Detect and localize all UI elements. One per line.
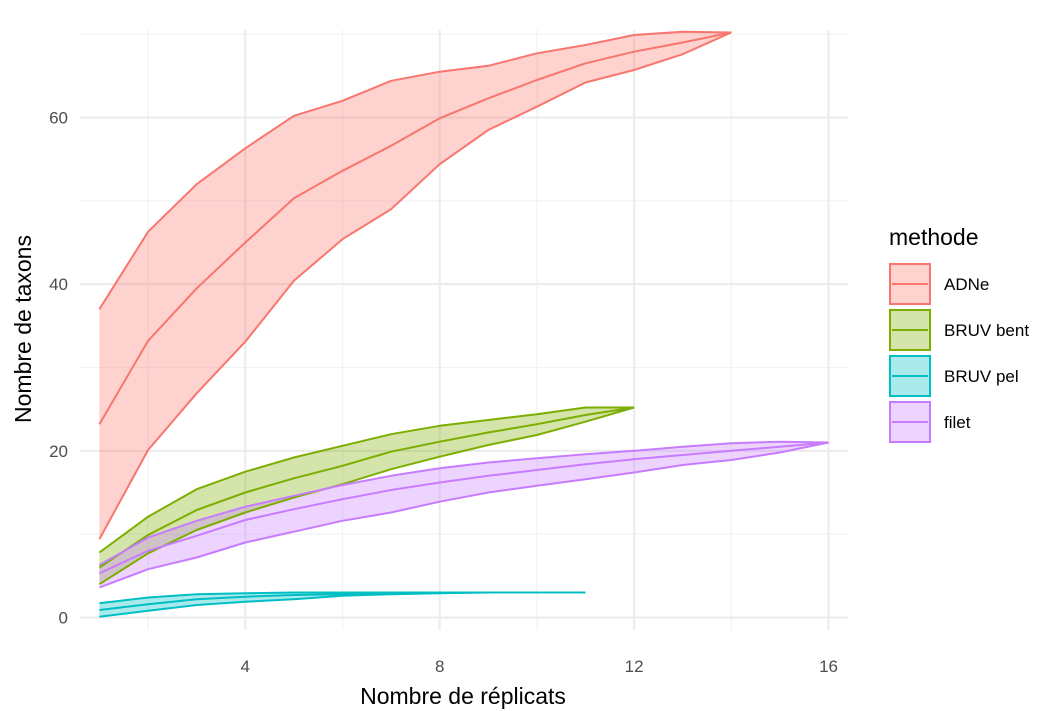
x-axis-title: Nombre de réplicats (360, 683, 566, 709)
x-tick-label: 4 (241, 657, 250, 676)
line-filet-lower (99, 441, 829, 589)
x-tick-labels: 4 8 12 16 (241, 657, 838, 676)
ribbons-layer (99, 31, 829, 617)
line-filet-upper (98, 440, 829, 566)
x-tick-label: 8 (435, 657, 444, 676)
y-tick-labels: 0 20 40 60 (49, 109, 68, 628)
legend-title: methode (889, 224, 979, 250)
line-bruv-bent-lower (98, 406, 635, 586)
y-tick-label: 20 (49, 442, 68, 461)
legend-item-filet: filet (889, 401, 971, 443)
legend-item-bruv-bent: BRUV bent (889, 309, 1029, 351)
y-tick-label: 0 (59, 609, 68, 628)
legend-label: BRUV pel (944, 367, 1019, 386)
ribbon-bruv-bent (99, 407, 635, 585)
legend-items: ADNe BRUV bent BRUV pel filet (889, 263, 1029, 443)
legend-label: ADNe (944, 275, 989, 294)
legend: methode ADNe BRUV bent BRUV pel filet (889, 224, 1029, 443)
y-tick-label: 60 (49, 109, 68, 128)
minor-gridlines (80, 30, 848, 630)
line-adne-upper (98, 30, 732, 310)
y-tick-label: 40 (49, 275, 68, 294)
legend-item-adne: ADNe (889, 263, 989, 305)
line-filet-mean (98, 441, 829, 575)
line-adne-lower (98, 31, 732, 540)
line-bruv-bent-mean (98, 406, 635, 569)
lines-layer (98, 30, 829, 618)
ribbon-adne (99, 31, 732, 540)
legend-label: filet (944, 413, 971, 432)
x-tick-label: 16 (819, 657, 838, 676)
legend-label: BRUV bent (944, 321, 1029, 340)
line-bruv-bent-upper (98, 406, 635, 554)
line-adne-mean (98, 31, 732, 425)
ribbon-filet (99, 441, 829, 588)
x-tick-label: 12 (625, 657, 644, 676)
legend-item-bruv-pel: BRUV pel (889, 355, 1019, 397)
line-bruv-pel-lower (99, 591, 586, 618)
y-axis-title: Nombre de taxons (10, 235, 36, 423)
